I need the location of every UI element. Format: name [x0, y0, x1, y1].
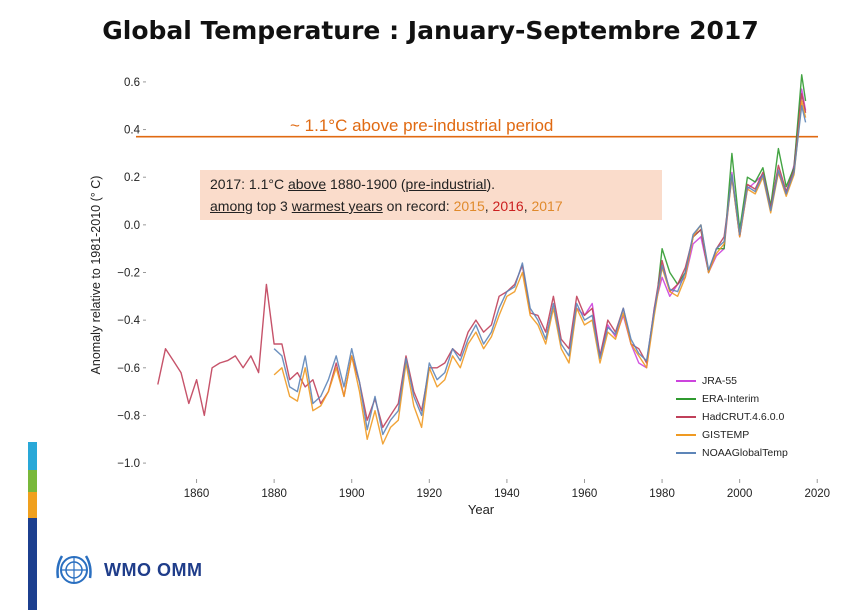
legend-swatch: [676, 380, 696, 382]
legend-swatch: [676, 398, 696, 400]
annotation-text: ,: [523, 198, 532, 214]
annotation-text: 2017: 1.1°C: [210, 176, 288, 192]
y-tick-label: 0.4: [124, 125, 141, 137]
x-tick-label: 1920: [417, 488, 443, 500]
y-tick-label: −1.0: [117, 458, 140, 470]
x-tick-label: 1980: [649, 488, 675, 500]
y-tick-label: −0.4: [117, 315, 140, 327]
chart-legend: JRA-55 ERA-Interim HadCRUT.4.6.0.0 GISTE…: [676, 372, 788, 462]
y-tick-label: 0.2: [124, 172, 140, 184]
legend-item: HadCRUT.4.6.0.0: [676, 408, 788, 426]
annotation-text: among: [210, 198, 253, 214]
brand-stripe-navy: [28, 518, 37, 610]
y-tick-label: 0.0: [124, 220, 140, 232]
x-tick-label: 1900: [339, 488, 365, 500]
legend-label: ERA-Interim: [702, 393, 760, 405]
annotation-text: on record:: [382, 198, 454, 214]
x-tick-label: 1880: [261, 488, 287, 500]
y-tick-label: −0.2: [117, 268, 140, 280]
reference-line-label: ~ 1.1°C above pre-industrial period: [290, 116, 554, 135]
x-tick-label: 2000: [727, 488, 753, 500]
series-line-gistemp: [273, 100, 807, 445]
year-2017-label: 2017: [531, 198, 563, 214]
annotation-line-1: 2017: 1.1°C above 1880-1900 (pre-industr…: [210, 173, 652, 195]
x-tick-label: 1860: [184, 488, 210, 500]
series-line-hadcrut-4-6-0-0: [157, 93, 807, 429]
legend-label: JRA-55: [702, 375, 738, 387]
y-tick-label: −0.8: [117, 410, 140, 422]
series-line-noaaglobaltemp: [273, 104, 807, 436]
x-tick-label: 1940: [494, 488, 520, 500]
legend-swatch: [676, 434, 696, 436]
year-2015-label: 2015: [453, 198, 485, 214]
wmo-logo: WMO OMM: [52, 548, 202, 592]
brand-stripe-orange: [28, 492, 37, 518]
annotation-text: top 3: [252, 198, 292, 214]
x-axis-label: Year: [467, 502, 495, 517]
y-axis-label: Anomaly relative to 1981-2010 (° C): [89, 175, 103, 375]
x-tick-label: 1960: [572, 488, 598, 500]
legend-item: GISTEMP: [676, 426, 788, 444]
legend-label: HadCRUT.4.6.0.0: [702, 411, 785, 423]
brand-stripe-green: [28, 470, 37, 492]
year-2016-label: 2016: [492, 198, 524, 214]
logo-text: WMO OMM: [104, 559, 203, 580]
legend-item: JRA-55: [676, 372, 788, 390]
legend-swatch: [676, 416, 696, 418]
brand-stripe-blue: [28, 442, 37, 470]
annotation-text: 1880-1900 (: [326, 176, 406, 192]
legend-label: NOAAGlobalTemp: [702, 447, 788, 459]
annotation-text: warmest years: [291, 198, 383, 214]
x-tick-label: 2020: [804, 488, 830, 500]
annotation-line-2: among top 3 warmest years on record: 201…: [210, 195, 652, 217]
annotation-text: pre-industrial: [405, 176, 487, 192]
y-tick-label: 0.6: [124, 77, 140, 89]
legend-label: GISTEMP: [702, 429, 750, 441]
un-emblem-icon: [56, 555, 92, 584]
annotation-box: 2017: 1.1°C above 1880-1900 (pre-industr…: [200, 170, 662, 220]
page-title: Global Temperature : January-Septembre 2…: [102, 16, 759, 45]
annotation-text: ,: [484, 198, 493, 214]
y-tick-label: −0.6: [117, 363, 140, 375]
annotation-text: above: [287, 176, 327, 192]
legend-item: NOAAGlobalTemp: [676, 444, 788, 462]
legend-swatch: [676, 452, 696, 454]
legend-item: ERA-Interim: [676, 390, 788, 408]
annotation-text: ).: [486, 176, 496, 192]
